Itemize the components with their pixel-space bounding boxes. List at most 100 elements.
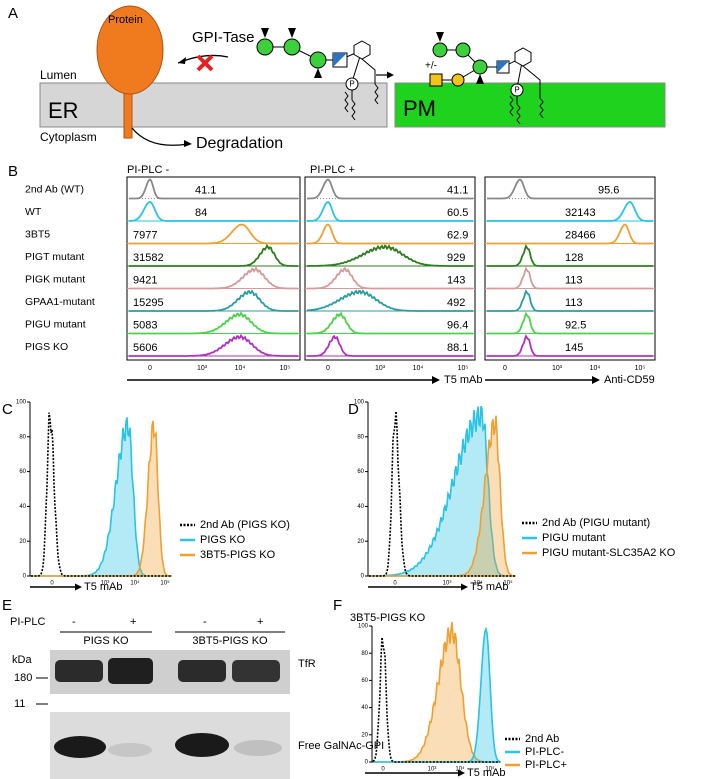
x-tick-label: 0 — [503, 365, 507, 372]
histogram — [487, 311, 653, 335]
x-tick-label: 10⁵ — [280, 365, 291, 372]
x-tick-label: 0 — [381, 767, 385, 773]
histogram — [372, 637, 500, 763]
value-label: 28466 — [565, 229, 596, 241]
x-tick-label: 10⁵ — [485, 766, 495, 773]
legend-label: 2nd Ab (PIGS KO) — [200, 519, 290, 531]
panel-label: D — [348, 401, 359, 418]
x-axis-label: Anti-CD59 — [604, 374, 655, 386]
histogram — [368, 405, 515, 577]
mannose — [283, 38, 301, 56]
legend-label: PIGS KO — [200, 534, 246, 546]
er-membrane — [39, 82, 388, 128]
y-tick-label: 100 — [16, 400, 27, 406]
y-tick-label: 100 — [358, 624, 369, 630]
row-label: 3BT5 — [25, 228, 50, 240]
panel-label: C — [2, 401, 13, 418]
x-tick-label: 10³ — [428, 767, 437, 773]
legend-label: PIGU mutant — [542, 532, 606, 544]
x-tick-label: 10³ — [101, 581, 110, 587]
histogram — [369, 411, 515, 577]
marker-tick — [36, 677, 48, 705]
arrow-head — [75, 583, 82, 591]
mannose — [309, 51, 327, 69]
x-tick-label: 10⁴ — [590, 365, 601, 372]
histogram — [129, 178, 298, 200]
histogram — [307, 223, 473, 245]
histogram — [487, 244, 653, 267]
histogram — [129, 311, 298, 335]
histogram — [31, 412, 172, 577]
x-tick-label: 10³ — [443, 581, 452, 587]
value-label: 88.1 — [447, 342, 468, 354]
value-label: 41.1 — [195, 184, 216, 196]
mannose — [432, 42, 448, 58]
histogram — [306, 289, 473, 312]
group-label: 3BT5-PIGS KO — [192, 635, 268, 647]
histogram — [129, 223, 298, 245]
value-label: 41.1 — [447, 184, 468, 196]
x-tick-label: 10³ — [375, 365, 386, 372]
legend-label: 2nd Ab — [525, 733, 559, 745]
panel-b: B PI-PLC - PI-PLC + T5 mAb Anti-CD59 2nd… — [8, 163, 656, 386]
enzyme-label: GPI-Tase — [192, 29, 255, 46]
band — [232, 660, 280, 682]
legend-label: 2nd Ab (PIGU mutant) — [542, 517, 650, 529]
x-axis-label: T5 mAb — [467, 767, 506, 779]
arrow-head — [461, 583, 468, 591]
legend-label: PI-PLC+ — [525, 759, 567, 771]
row-label: GPAA1-mutant — [25, 296, 95, 308]
mannose — [256, 38, 274, 56]
histogram — [307, 178, 473, 200]
histogram — [487, 334, 653, 357]
value-label: 15295 — [133, 297, 164, 309]
column-title: PI-PLC - — [127, 164, 170, 176]
lane-label: + — [130, 616, 136, 628]
arrow-head — [178, 57, 186, 64]
plot-frame — [126, 176, 301, 361]
value-label: 929 — [447, 252, 465, 264]
histogram — [31, 420, 172, 577]
histogram — [129, 333, 298, 357]
lane-label: + — [257, 616, 263, 628]
value-label: 32143 — [565, 207, 596, 219]
y-tick-label: 0 — [23, 574, 27, 580]
band — [108, 743, 152, 757]
arrow-head — [458, 769, 465, 777]
x-axis-label: T5 mAb — [444, 374, 483, 386]
x-axis-label: T5 mAb — [84, 581, 123, 593]
inositol — [353, 40, 371, 60]
protein-anchor — [123, 89, 133, 139]
histogram — [487, 178, 653, 200]
histogram — [128, 201, 298, 222]
value-label: 62.9 — [447, 229, 468, 241]
panel-label: A — [8, 5, 18, 22]
row-label: WT — [25, 206, 42, 218]
y-tick-label: 40 — [361, 705, 368, 711]
er-label: ER — [48, 98, 79, 123]
ethanolamine-phosphate — [436, 32, 484, 84]
band — [108, 658, 153, 684]
lipid-chains — [344, 83, 379, 121]
band — [175, 733, 229, 757]
x-tick-label: 0 — [326, 365, 330, 372]
protein — [96, 5, 164, 95]
arrow-head — [387, 71, 394, 79]
panel-label: F — [333, 597, 342, 614]
row-label: PIGU mutant — [25, 318, 86, 330]
value-label: 7977 — [133, 229, 157, 241]
phosphate — [510, 83, 524, 97]
panel-d: D 0 20 40 60 80 100 0 10³ 10⁴ 10⁵ 2nd Ab (PIGU mut… — [348, 400, 676, 593]
x-tick-label: 0 — [393, 581, 397, 587]
histogram — [487, 223, 653, 245]
histogram — [487, 289, 653, 312]
value-label: 9421 — [133, 274, 157, 286]
value-label: 95.6 — [598, 184, 619, 196]
histogram — [307, 334, 473, 357]
band-label: Free GalNAc-GPI — [298, 740, 384, 752]
treatment-label: PI-PLC — [10, 616, 46, 628]
arrow — [131, 127, 189, 146]
panel-label: B — [8, 163, 18, 180]
pm-membrane — [394, 82, 666, 128]
